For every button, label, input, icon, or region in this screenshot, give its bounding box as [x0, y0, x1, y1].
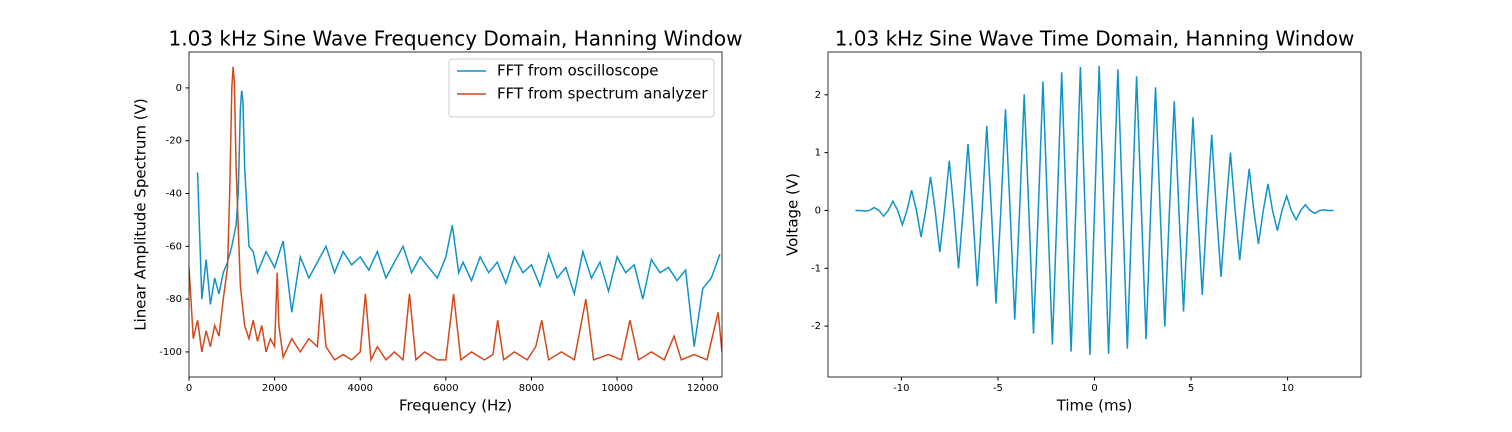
y-axis-label: Voltage (V): [784, 173, 802, 256]
x-tick-label: 0: [1091, 383, 1097, 394]
x-tick-label: -5: [993, 383, 1003, 394]
legend-label: FFT from oscilloscope: [497, 62, 659, 80]
data-line: [855, 65, 1334, 356]
data-line: [196, 90, 721, 347]
axes-frame: [827, 51, 1362, 378]
y-tick-label: 1: [815, 148, 821, 159]
plot-area: [189, 66, 722, 363]
x-tick-label: 10: [1281, 383, 1294, 394]
y-tick-label: -2: [811, 321, 821, 332]
legend-box: [448, 58, 715, 118]
y-tick-label: -1: [811, 263, 821, 274]
x-tick-label: 4000: [348, 383, 373, 394]
x-tick-label: 6000: [433, 383, 458, 394]
x-tick-label: -10: [893, 383, 909, 394]
y-tick-label: 0: [815, 205, 821, 216]
y-tick-label: -60: [166, 241, 182, 252]
x-tick-label: 12000: [687, 383, 719, 394]
y-tick-label: -40: [166, 189, 182, 200]
chart-title: 1.03 kHz Sine Wave Frequency Domain, Han…: [169, 27, 743, 51]
x-tick-label: 5: [1188, 383, 1194, 394]
y-tick-label: -80: [166, 294, 182, 305]
data-line: [189, 66, 722, 363]
x-tick-label: 10000: [601, 383, 633, 394]
legend-label: FFT from spectrum analyzer: [497, 85, 708, 103]
x-tick-label: 2000: [262, 383, 287, 394]
x-tick-label: 8000: [519, 383, 544, 394]
x-tick-label: 0: [186, 383, 192, 394]
chart-title: 1.03 kHz Sine Wave Time Domain, Hanning …: [835, 27, 1355, 51]
y-tick-label: 0: [176, 83, 182, 94]
x-axis-label: Time (ms): [1056, 397, 1133, 415]
plot-area: [855, 65, 1334, 356]
y-tick-label: -100: [159, 347, 182, 358]
y-tick-label: -20: [166, 136, 182, 147]
y-axis-label: Linear Amplitude Spectrum (V): [132, 98, 150, 330]
x-axis-label: Frequency (Hz): [399, 397, 512, 415]
y-tick-label: 2: [815, 90, 821, 101]
axes-frame: [188, 51, 723, 378]
